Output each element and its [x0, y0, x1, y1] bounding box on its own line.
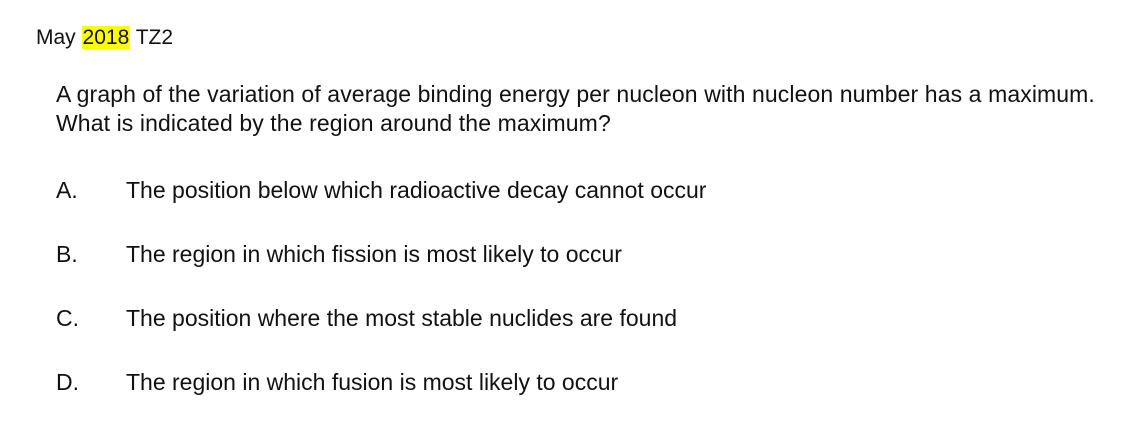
- answer-option-d: D. The region in which fusion is most lik…: [56, 368, 618, 396]
- option-letter-d: D.: [56, 369, 79, 395]
- session-month: May: [36, 26, 76, 49]
- session-year-highlighted: 2018: [81, 26, 131, 49]
- option-letter-c: C.: [56, 305, 79, 331]
- option-text-d: The region in which fusion is most likel…: [126, 369, 619, 395]
- option-text-a: The position below which radioactive dec…: [126, 177, 707, 203]
- answer-option-c: C. The position where the most stable nuc…: [56, 304, 677, 332]
- option-text-b: The region in which fission is most like…: [126, 241, 622, 267]
- option-text-c: The position where the most stable nucli…: [126, 305, 678, 331]
- option-letter-a: A.: [56, 177, 78, 203]
- session-timezone: TZ2: [135, 26, 174, 49]
- option-letter-b: B.: [56, 241, 78, 267]
- question-stem: A graph of the variation of average bind…: [56, 81, 1095, 136]
- answer-option-a: A. The position below which radioactive d…: [56, 176, 706, 204]
- answer-option-b: B. The region in which fission is most li…: [56, 240, 622, 268]
- exam-session-label: May 2018 TZ2: [36, 24, 173, 52]
